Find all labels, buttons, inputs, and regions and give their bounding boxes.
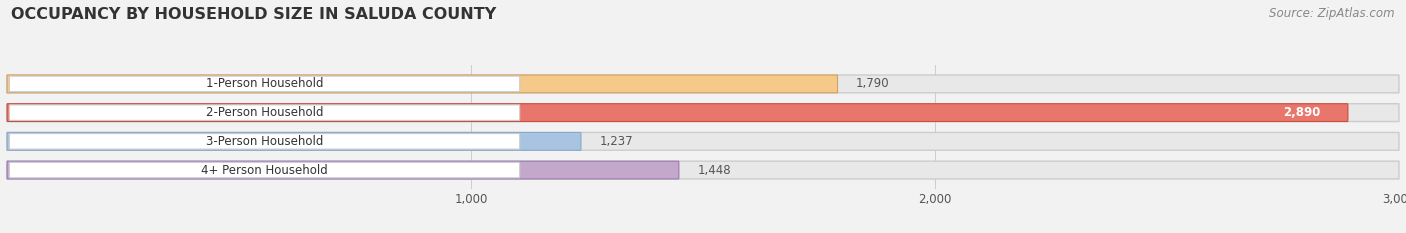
FancyBboxPatch shape <box>7 104 1399 122</box>
Text: 1,790: 1,790 <box>856 77 890 90</box>
Text: 2-Person Household: 2-Person Household <box>205 106 323 119</box>
Text: 4+ Person Household: 4+ Person Household <box>201 164 328 177</box>
Text: 1-Person Household: 1-Person Household <box>205 77 323 90</box>
Text: Source: ZipAtlas.com: Source: ZipAtlas.com <box>1270 7 1395 20</box>
FancyBboxPatch shape <box>10 76 520 92</box>
FancyBboxPatch shape <box>10 162 520 178</box>
FancyBboxPatch shape <box>7 104 1348 122</box>
Text: 2,890: 2,890 <box>1282 106 1320 119</box>
FancyBboxPatch shape <box>10 134 520 149</box>
FancyBboxPatch shape <box>7 161 679 179</box>
FancyBboxPatch shape <box>7 161 1399 179</box>
FancyBboxPatch shape <box>10 105 520 120</box>
FancyBboxPatch shape <box>7 75 1399 93</box>
FancyBboxPatch shape <box>7 75 838 93</box>
Text: 1,448: 1,448 <box>697 164 731 177</box>
Text: 1,237: 1,237 <box>599 135 633 148</box>
Text: OCCUPANCY BY HOUSEHOLD SIZE IN SALUDA COUNTY: OCCUPANCY BY HOUSEHOLD SIZE IN SALUDA CO… <box>11 7 496 22</box>
FancyBboxPatch shape <box>7 132 1399 150</box>
FancyBboxPatch shape <box>7 132 581 150</box>
Text: 3-Person Household: 3-Person Household <box>205 135 323 148</box>
